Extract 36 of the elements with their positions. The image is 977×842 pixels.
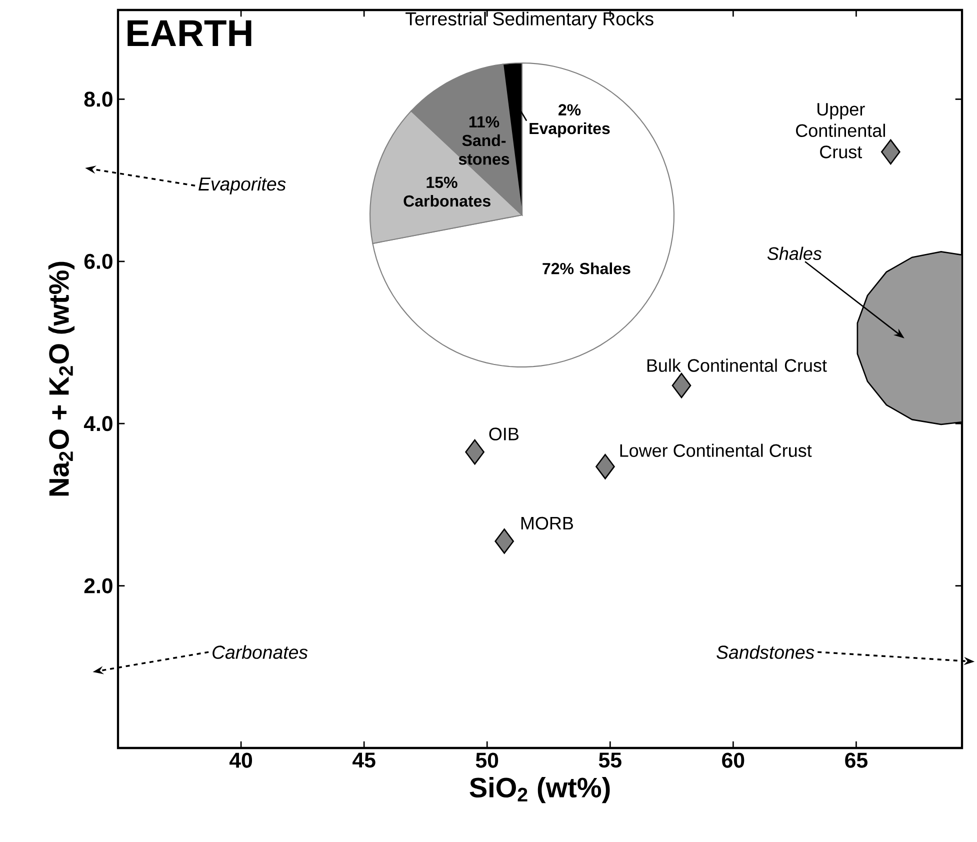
slice-label: Sand-stones xyxy=(458,134,510,165)
data-label: 2% xyxy=(558,104,581,116)
x-axis-title: SiO$_{2}$ (wt%) xyxy=(470,776,610,804)
chart-title: Terrestrial Sedimentary Rocks xyxy=(406,12,654,30)
point xyxy=(880,139,900,165)
point xyxy=(596,454,615,480)
x-tick-label: 40 xyxy=(229,752,252,768)
series-label: MORB xyxy=(521,516,573,530)
text: Shales xyxy=(767,246,822,260)
data-label: 15% xyxy=(426,176,458,188)
x-tick-label: 65 xyxy=(845,752,868,768)
x-tick-label: 55 xyxy=(598,752,622,768)
slice-label: Shales xyxy=(580,262,630,274)
series-label: Lower Continental Crust xyxy=(620,444,812,457)
y-tick-label: 8.0 xyxy=(84,92,112,107)
data-label: 11% xyxy=(469,116,500,128)
y-tick-label: 6.0 xyxy=(84,254,112,269)
annotation: Carbonates xyxy=(212,645,308,659)
y-tick-label: 4.0 xyxy=(84,416,112,432)
annotation: Sandstones xyxy=(716,645,814,659)
legend-label: Evaporites xyxy=(530,122,610,138)
chart-title: EARTH xyxy=(128,20,252,46)
series-label: OIB xyxy=(489,428,518,440)
y-tick-label: 2.0 xyxy=(84,578,112,594)
y-axis-title: Na$_{2}$O + K$_{2}$O (wt%) xyxy=(48,262,74,496)
point xyxy=(672,372,692,398)
point xyxy=(494,528,514,554)
x-tick-label: 50 xyxy=(476,752,498,768)
x-tick-label: 60 xyxy=(722,752,744,768)
series-label: Upper Continental Crust xyxy=(796,103,885,158)
slice-label: Carbonates xyxy=(404,194,490,207)
x-tick-label: 45 xyxy=(352,752,376,768)
point xyxy=(465,439,484,465)
series-label: Bulk Continental Crust xyxy=(647,358,827,372)
annotation: Evaporites xyxy=(198,176,286,194)
data-label: 72% xyxy=(542,262,574,274)
